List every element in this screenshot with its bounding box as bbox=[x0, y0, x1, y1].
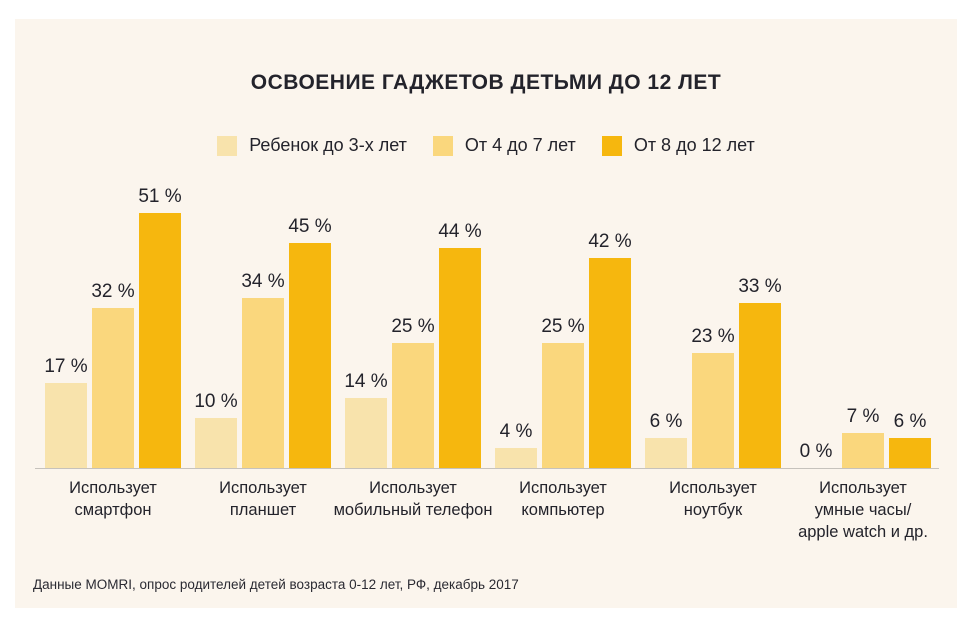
bar-value-label: 34 % bbox=[241, 271, 285, 292]
bar-group: 17 % 32 % 51 % Использует смартфон bbox=[44, 176, 182, 543]
x-axis-line bbox=[35, 468, 939, 469]
bar bbox=[439, 248, 481, 468]
bar-value-label: 6 % bbox=[649, 411, 683, 432]
bar-value-label: 25 % bbox=[541, 316, 585, 337]
legend: Ребенок до 3-х лет От 4 до 7 лет От 8 до 1… bbox=[15, 135, 957, 156]
bar-value-label: 14 % bbox=[344, 371, 388, 392]
bar bbox=[542, 343, 584, 468]
bar-value-label: 45 % bbox=[288, 216, 332, 237]
bar bbox=[842, 433, 884, 468]
bar-column: 34 % bbox=[241, 271, 285, 468]
group-bars: 10 % 34 % 45 % bbox=[194, 176, 332, 468]
group-bars: 0 % 7 % 6 % bbox=[795, 176, 931, 468]
bar-column: 44 % bbox=[438, 221, 482, 468]
legend-label: Ребенок до 3-х лет bbox=[249, 135, 407, 155]
group-bars: 4 % 25 % 42 % bbox=[495, 176, 632, 468]
bar-column: 10 % bbox=[194, 391, 238, 468]
bar-column: 4 % bbox=[495, 421, 537, 468]
legend-item: От 4 до 7 лет bbox=[432, 135, 576, 156]
legend-item: От 8 до 12 лет bbox=[601, 135, 755, 156]
bar bbox=[289, 243, 331, 468]
bar-column: 6 % bbox=[889, 411, 931, 468]
bar-value-label: 6 % bbox=[893, 411, 927, 432]
bar bbox=[195, 418, 237, 468]
category-label: Использует мобильный телефон bbox=[333, 479, 493, 519]
bar-column: 42 % bbox=[588, 231, 632, 468]
bar bbox=[45, 383, 87, 468]
bar-value-label: 32 % bbox=[91, 281, 135, 302]
bar-column: 51 % bbox=[138, 186, 182, 468]
bar bbox=[645, 438, 687, 468]
source-note: Данные MOMRI, опрос родителей детей возр… bbox=[33, 577, 519, 592]
legend-swatch-icon bbox=[217, 135, 238, 156]
bar-group: 0 % 7 % 6 % Использует умные часы/apple watc… bbox=[795, 176, 931, 543]
category-label: Использует ноутбук bbox=[669, 479, 757, 519]
bar-value-label: 51 % bbox=[138, 186, 182, 207]
bar-value-label: 44 % bbox=[438, 221, 482, 242]
group-bars: 6 % 23 % 33 % bbox=[645, 176, 782, 468]
bar-value-label: 23 % bbox=[691, 326, 735, 347]
bar-group: 10 % 34 % 45 % Использует планшет bbox=[194, 176, 332, 543]
bar-group: 6 % 23 % 33 % Использует ноутбук bbox=[645, 176, 782, 543]
bar-column: 33 % bbox=[738, 276, 782, 468]
bar-chart: 17 % 32 % 51 % Использует смартфон 10 % 34 % 45… bbox=[35, 176, 939, 543]
bar bbox=[139, 213, 181, 468]
bar-group: 4 % 25 % 42 % Использует компьютер bbox=[495, 176, 632, 543]
bar-column: 32 % bbox=[91, 281, 135, 468]
bar bbox=[589, 258, 631, 468]
bar-column: 45 % bbox=[288, 216, 332, 468]
bar-group: 14 % 25 % 44 % Использует мобильный телефон bbox=[334, 176, 493, 543]
group-bars: 14 % 25 % 44 % bbox=[344, 176, 482, 468]
bar bbox=[345, 398, 387, 468]
bar bbox=[92, 308, 134, 468]
bar bbox=[739, 303, 781, 468]
bar-value-label: 0 % bbox=[799, 441, 833, 462]
category-label: Использует компьютер bbox=[519, 479, 607, 519]
bar-column: 25 % bbox=[541, 316, 585, 468]
category-label: Использует умные часы/apple watch и др. bbox=[798, 479, 928, 541]
bar-column: 14 % bbox=[344, 371, 388, 468]
bar-value-label: 42 % bbox=[588, 231, 632, 252]
bar-column: 25 % bbox=[391, 316, 435, 468]
chart-panel: ОСВОЕНИЕ ГАДЖЕТОВ ДЕТЬМИ ДО 12 ЛЕТ Ребен… bbox=[15, 19, 957, 608]
bar bbox=[392, 343, 434, 468]
bar-value-label: 25 % bbox=[391, 316, 435, 337]
bar-column: 6 % bbox=[645, 411, 687, 468]
bar-column: 7 % bbox=[842, 406, 884, 468]
legend-swatch-icon bbox=[432, 135, 453, 156]
bar-value-label: 33 % bbox=[738, 276, 782, 297]
bar bbox=[692, 353, 734, 468]
bar bbox=[889, 438, 931, 468]
legend-swatch-icon bbox=[601, 135, 622, 156]
bar-value-label: 7 % bbox=[846, 406, 880, 427]
bar-value-label: 4 % bbox=[499, 421, 533, 442]
bar bbox=[495, 448, 537, 468]
bar bbox=[242, 298, 284, 468]
group-bars: 17 % 32 % 51 % bbox=[44, 176, 182, 468]
legend-item: Ребенок до 3-х лет bbox=[217, 135, 407, 156]
category-label: Использует планшет bbox=[219, 479, 307, 519]
bar-value-label: 10 % bbox=[194, 391, 238, 412]
legend-label: От 8 до 12 лет bbox=[633, 135, 755, 155]
category-label: Использует смартфон bbox=[69, 479, 157, 519]
bar-column: 23 % bbox=[691, 326, 735, 468]
legend-label: От 4 до 7 лет bbox=[464, 135, 576, 155]
bar-column: 17 % bbox=[44, 356, 88, 468]
bar-column: 0 % bbox=[795, 441, 837, 468]
bar-groups: 17 % 32 % 51 % Использует смартфон 10 % 34 % 45… bbox=[44, 176, 931, 543]
bar-value-label: 17 % bbox=[44, 356, 88, 377]
chart-title: ОСВОЕНИЕ ГАДЖЕТОВ ДЕТЬМИ ДО 12 ЛЕТ bbox=[250, 71, 722, 94]
